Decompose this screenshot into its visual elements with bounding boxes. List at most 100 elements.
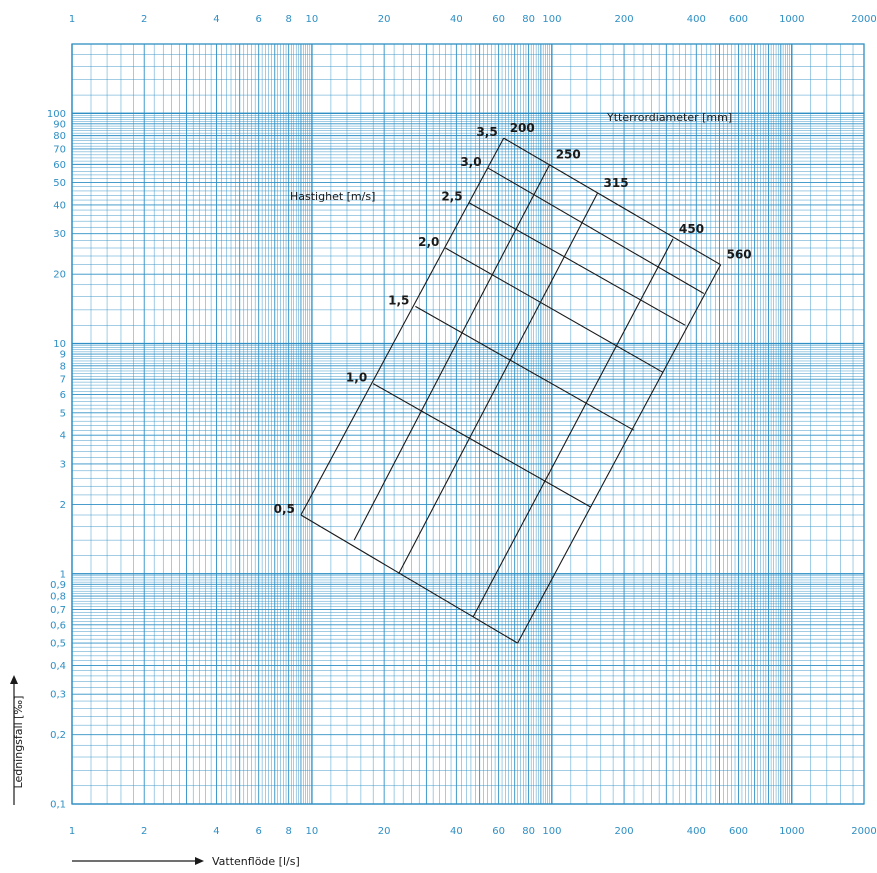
y-tick-label: 0,9 xyxy=(50,580,66,591)
diameter-label: 250 xyxy=(556,147,581,161)
y-tick-label: 9 xyxy=(60,350,66,361)
velocity-label: 2,0 xyxy=(418,235,439,249)
y-tick-label: 10 xyxy=(53,339,66,350)
nomogram-labels: 200 250 315 450 560 0,5 1,0 1,5 2,0 2,5 3,0 3,5 xyxy=(274,121,752,516)
y-tick-label: 8 xyxy=(60,361,66,372)
x-tick-label-top: 200 xyxy=(615,14,634,25)
x-tick-label-top: 10 xyxy=(306,14,319,25)
velocity-line-3-0 xyxy=(487,167,705,294)
y-tick-label: 1 xyxy=(60,569,66,580)
x-tick-labels-top: 1 2 4 6 8 10 20 40 60 80 100 200 400 600 1000 2000 xyxy=(69,14,877,25)
x-tick-label-top: 100 xyxy=(542,14,561,25)
y-axis-arrowhead-icon xyxy=(10,675,18,684)
x-tick-label-top: 60 xyxy=(492,14,505,25)
x-axis-title-group: Vattenflöde [l/s] xyxy=(72,855,300,868)
velocity-label: 1,5 xyxy=(388,293,409,307)
y-tick-label: 2 xyxy=(60,500,66,511)
nomogram-lines xyxy=(300,137,722,644)
x-tick-label-bottom: 1000 xyxy=(779,826,804,837)
y-tick-label: 20 xyxy=(53,270,66,281)
diameter-label: 315 xyxy=(604,176,629,190)
x-tick-label-top: 8 xyxy=(286,14,292,25)
x-tick-label-bottom: 600 xyxy=(729,826,748,837)
major-grid xyxy=(71,43,865,805)
diameter-label: 450 xyxy=(679,222,704,236)
velocity-label: 3,5 xyxy=(476,125,497,139)
x-tick-label-bottom: 100 xyxy=(542,826,561,837)
y-tick-label: 0,6 xyxy=(50,620,66,631)
x-tick-label-top: 20 xyxy=(378,14,391,25)
y-tick-label: 5 xyxy=(60,408,66,419)
x-axis-arrowhead-icon xyxy=(195,857,204,865)
x-tick-label-bottom: 80 xyxy=(522,826,535,837)
y-tick-label: 7 xyxy=(60,375,66,386)
x-tick-label-bottom: 8 xyxy=(286,826,292,837)
minor-grid xyxy=(72,44,864,804)
x-tick-label-bottom: 40 xyxy=(450,826,463,837)
velocity-line-2-5 xyxy=(468,202,686,326)
plot-frame xyxy=(71,43,865,805)
diameter-line-560 xyxy=(517,264,722,644)
x-tick-label-bottom: 2000 xyxy=(851,826,876,837)
y-tick-label: 0,5 xyxy=(50,639,66,650)
x-tick-label-bottom: 1 xyxy=(69,826,75,837)
y-tick-label: 60 xyxy=(53,160,66,171)
velocity-label: 3,0 xyxy=(460,155,481,169)
velocity-line-1-5 xyxy=(415,305,635,431)
diameter-line-250 xyxy=(353,164,551,541)
diameter-label: 560 xyxy=(727,248,752,262)
y-tick-label: 90 xyxy=(53,119,66,130)
x-tick-labels-bottom: 1 2 4 6 8 10 20 40 60 80 100 200 400 600 1000 2000 xyxy=(69,826,877,837)
x-tick-label-top: 400 xyxy=(687,14,706,25)
y-tick-label: 50 xyxy=(53,178,66,189)
x-axis-title: Vattenflöde [l/s] xyxy=(212,855,300,868)
velocity-line-2-0 xyxy=(445,247,664,373)
diameter-axis-label: Ytterrordiameter [mm] xyxy=(606,111,732,124)
y-tick-label: 4 xyxy=(60,431,66,442)
x-tick-label-top: 2000 xyxy=(851,14,876,25)
y-tick-label: 0,1 xyxy=(50,800,66,811)
x-tick-label-bottom: 200 xyxy=(615,826,634,837)
x-tick-label-top: 40 xyxy=(450,14,463,25)
x-tick-label-top: 2 xyxy=(141,14,147,25)
velocity-label: 2,5 xyxy=(441,190,462,204)
x-tick-label-top: 6 xyxy=(256,14,262,25)
y-tick-label: 0,7 xyxy=(50,605,66,616)
y-axis-title: Ledningsfall [‰] xyxy=(12,696,25,789)
x-tick-label-bottom: 4 xyxy=(213,826,219,837)
y-tick-label: 0,2 xyxy=(50,730,66,741)
diameter-line-200 xyxy=(300,137,505,516)
diameter-line-315 xyxy=(398,192,598,575)
x-tick-label-top: 1000 xyxy=(779,14,804,25)
y-tick-label: 3 xyxy=(60,459,66,470)
x-tick-label-top: 600 xyxy=(729,14,748,25)
velocity-line-0-5 xyxy=(300,514,518,644)
y-axis-title-group: Ledningsfall [‰] xyxy=(10,675,25,805)
x-tick-label-top: 80 xyxy=(522,14,535,25)
x-tick-label-top: 4 xyxy=(213,14,219,25)
y-tick-label: 0,4 xyxy=(50,661,66,672)
y-tick-label: 80 xyxy=(53,131,66,142)
y-tick-label: 0,8 xyxy=(50,592,66,603)
y-tick-label: 100 xyxy=(47,109,66,120)
y-tick-label: 6 xyxy=(60,390,66,401)
y-tick-label: 70 xyxy=(53,145,66,156)
y-tick-label: 30 xyxy=(53,229,66,240)
x-tick-label-bottom: 6 xyxy=(256,826,262,837)
y-tick-label: 0,3 xyxy=(50,690,66,701)
x-tick-label-bottom: 20 xyxy=(378,826,391,837)
x-tick-label-bottom: 60 xyxy=(492,826,505,837)
x-tick-label-bottom: 2 xyxy=(141,826,147,837)
y-tick-label: 40 xyxy=(53,200,66,211)
x-tick-label-bottom: 400 xyxy=(687,826,706,837)
diameter-label: 200 xyxy=(510,121,535,135)
velocity-line-1-0 xyxy=(372,383,591,508)
velocity-line-3-5 xyxy=(503,137,721,266)
velocity-axis-label: Hastighet [m/s] xyxy=(290,190,375,203)
x-tick-label-bottom: 10 xyxy=(306,826,319,837)
diameter-line-450 xyxy=(472,238,674,618)
velocity-label: 1,0 xyxy=(346,371,367,385)
velocity-label: 0,5 xyxy=(274,502,295,516)
